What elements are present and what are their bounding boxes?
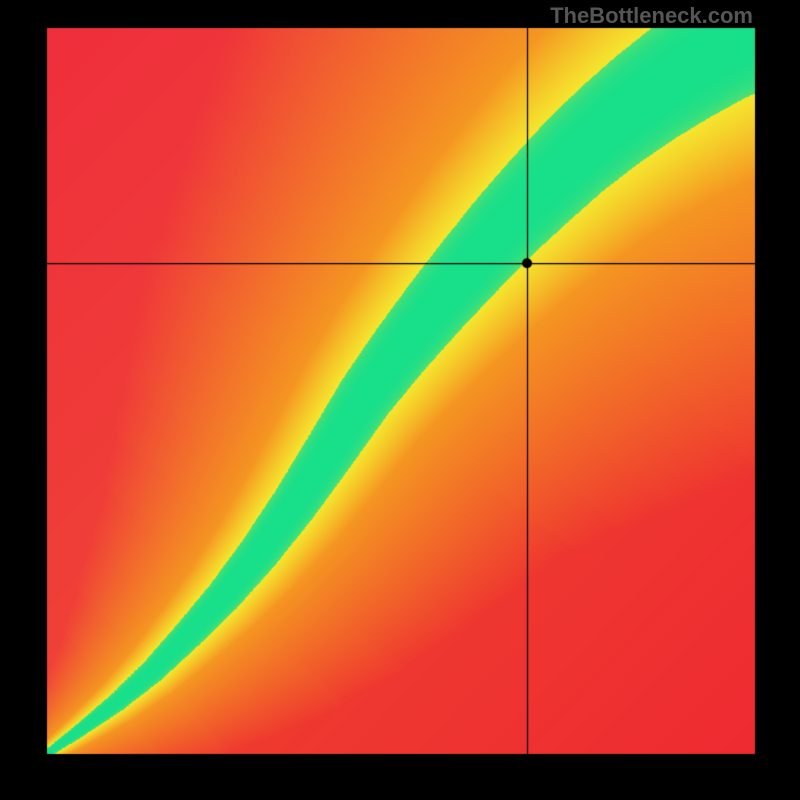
chart-container: TheBottleneck.com xyxy=(0,0,800,800)
watermark-text: TheBottleneck.com xyxy=(550,3,753,29)
bottleneck-heatmap-canvas xyxy=(0,0,800,800)
